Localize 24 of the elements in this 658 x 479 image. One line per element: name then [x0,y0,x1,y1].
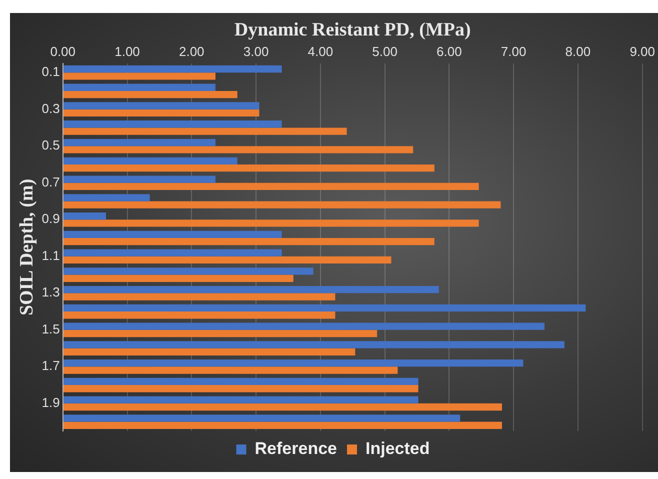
x-tick-label: 3.00 [243,44,269,60]
x-tick-label: 1.00 [114,44,140,60]
legend-label: Injected [365,439,430,458]
y-tick-label: 0.1 [42,64,60,80]
y-tick-label: 0.7 [42,174,60,190]
x-tick-label: 7.00 [500,44,526,60]
y-tick-label: 0.5 [42,138,60,153]
y-axis-title: SOIL Depth, (m) [16,178,38,316]
x-tick-label: 8.00 [565,44,591,60]
y-tick-label: 0.9 [42,211,60,226]
y-tick-label: 0.3 [42,100,60,116]
y-tick-label: 1.1 [42,248,60,263]
x-tick-label: 5.00 [372,44,398,60]
x-tick-label: 6.00 [436,44,462,60]
legend-label: Reference [254,439,337,458]
y-tick-label: 1.3 [42,284,60,300]
x-axis-title: Dynamic Reistant PD, (MPa) [234,19,471,40]
x-tick-label: 0.00 [50,44,76,60]
y-tick-label: 1.5 [42,321,60,336]
y-tick-label: 1.9 [42,395,60,410]
y-tick-label: 1.7 [42,358,60,374]
x-tick-label: 4.00 [308,44,334,60]
x-tick-label: 9.00 [630,44,656,60]
x-tick-label: 2.00 [178,44,204,60]
